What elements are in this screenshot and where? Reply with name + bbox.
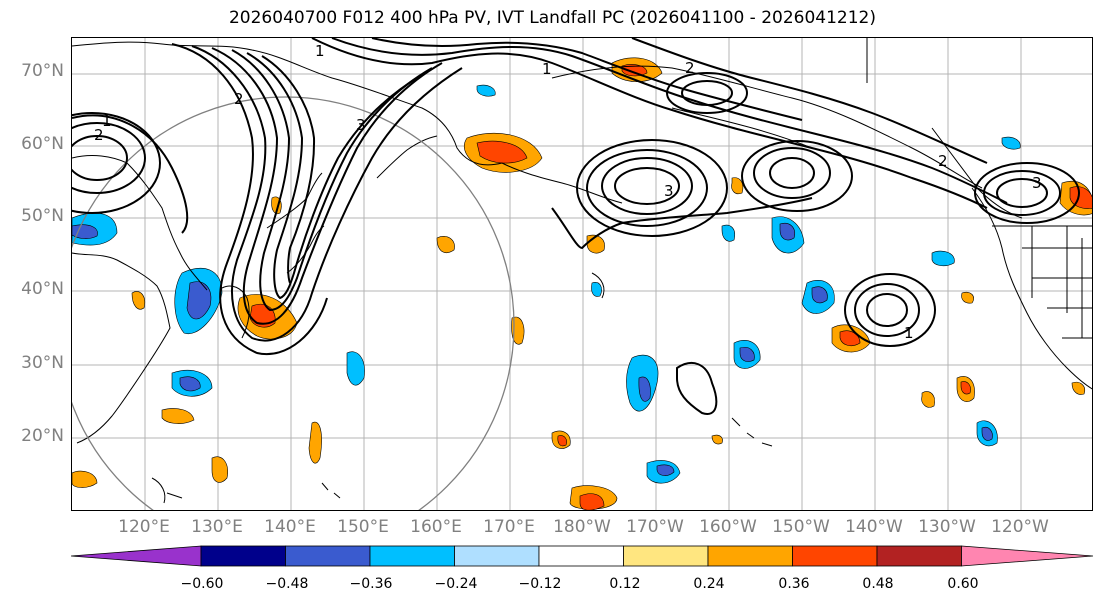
colorbar-cell [538, 545, 624, 567]
colorbar-cell [876, 545, 962, 567]
colorbar-cell [71, 545, 202, 567]
lon-label: 150°E [337, 517, 389, 537]
map-title: 2026040700 F012 400 hPa PV, IVT Landfall… [228, 8, 876, 28]
colorbar-cell [285, 545, 371, 567]
colorbar-tick: 0.48 [862, 576, 894, 592]
colorbar-tick: 0.12 [609, 576, 641, 592]
lon-label: 120°W [991, 517, 1049, 537]
lon-label: 140°W [845, 517, 903, 537]
contour-label: 1 [904, 324, 914, 342]
lon-label: 130°E [191, 517, 243, 537]
colorbar-tick: 0.24 [693, 576, 725, 592]
pv-fill [72, 57, 1092, 510]
lat-label: 20°N [21, 426, 64, 446]
colorbar-cell [792, 545, 878, 567]
lon-label: 120°E [118, 517, 170, 537]
lat-label: 70°N [21, 61, 64, 81]
contour-label: 2 [234, 90, 244, 108]
contour-label: 3 [1032, 174, 1042, 192]
contour-label: 1 [315, 42, 325, 60]
map-plot: 1 2 1 2 3 3 2 1 2 3 1 [72, 38, 1092, 510]
colorbar-tick: −0.36 [349, 576, 393, 592]
contour-label: 1 [542, 60, 552, 78]
colorbar-tick: −0.12 [518, 576, 562, 592]
gridlines [72, 38, 1092, 510]
colorbar-cell [454, 545, 540, 567]
colorbar-tick: −0.48 [265, 576, 309, 592]
lon-label: 130°W [918, 517, 976, 537]
contour-label: 2 [94, 126, 104, 144]
lon-label: 180°W [553, 517, 611, 537]
contour-label: 1 [102, 112, 112, 130]
contour-label: 3 [356, 116, 366, 134]
coastlines [72, 38, 1092, 504]
colorbar-cell [200, 545, 286, 567]
lon-label: 160°E [410, 517, 462, 537]
colorbar [71, 545, 1094, 567]
lon-label: 170°W [626, 517, 684, 537]
colorbar-tick: 0.60 [947, 576, 979, 592]
lon-label: 160°W [699, 517, 757, 537]
contour-label-group: 1 2 1 2 3 3 2 1 2 3 1 [94, 42, 1042, 342]
contour-label: 2 [685, 59, 695, 77]
contour-label: 3 [664, 182, 674, 200]
map-frame: 1 2 1 2 3 3 2 1 2 3 1 [71, 37, 1093, 511]
lon-label: 140°E [264, 517, 316, 537]
lon-label: 170°E [483, 517, 535, 537]
lat-label: 40°N [21, 279, 64, 299]
pv-contours [72, 38, 1080, 415]
lon-label: 150°W [772, 517, 830, 537]
landfall-radius-circle [72, 96, 515, 510]
colorbar-cell [961, 545, 1094, 567]
contour-label: 2 [938, 152, 948, 170]
lat-label: 50°N [21, 206, 64, 226]
colorbar-cell [369, 545, 455, 567]
lat-label: 30°N [21, 353, 64, 373]
colorbar-cell [707, 545, 793, 567]
colorbar-tick: −0.60 [180, 576, 224, 592]
colorbar-tick: 0.36 [778, 576, 810, 592]
colorbar-cell [623, 545, 709, 567]
colorbar-tick: −0.24 [434, 576, 478, 592]
lat-label: 60°N [21, 134, 64, 154]
